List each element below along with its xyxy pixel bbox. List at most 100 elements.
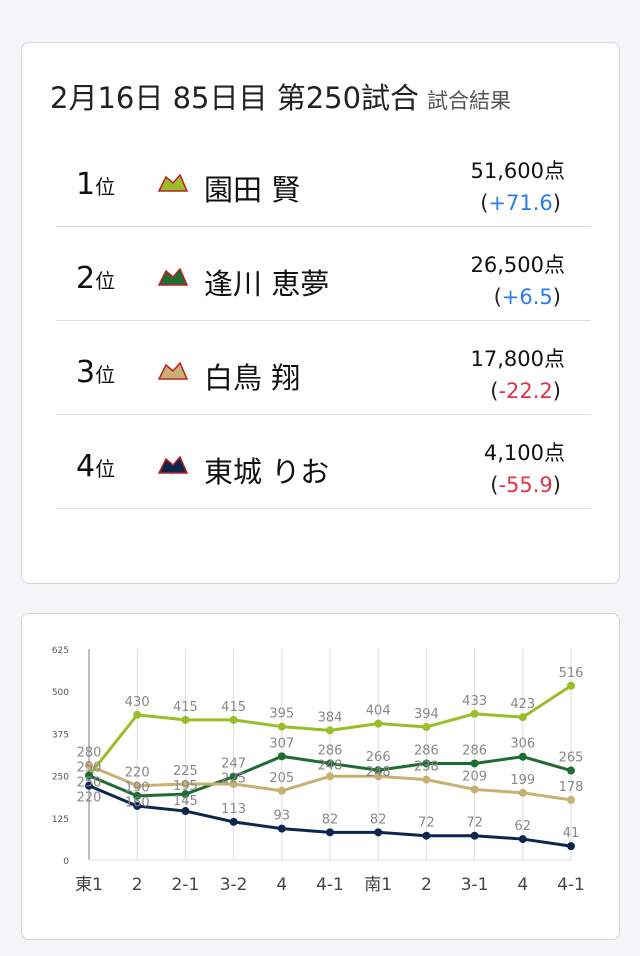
player-name: 白鳥 翔 bbox=[204, 361, 301, 395]
data-label: 93 bbox=[274, 809, 291, 824]
abemas-diamond-logo-icon bbox=[157, 361, 189, 380]
data-point bbox=[229, 715, 238, 724]
data-point bbox=[277, 786, 286, 795]
diff-value: -55.9 bbox=[498, 473, 553, 497]
data-label: 220 bbox=[77, 790, 102, 805]
data-label: 82 bbox=[370, 812, 387, 827]
data-label: 286 bbox=[318, 743, 343, 758]
match-title: 2月16日 85日目 第250試合 bbox=[50, 81, 420, 115]
data-point bbox=[326, 759, 334, 768]
result-row: 2位 逢川 恵夢 26,500点 (+6.5) bbox=[56, 227, 591, 321]
diff-value: +6.5 bbox=[501, 285, 553, 309]
data-label: 160 bbox=[125, 796, 150, 811]
data-label: 250 bbox=[77, 775, 102, 790]
x-tick-label: 東1 bbox=[75, 875, 103, 895]
data-label: 250 bbox=[77, 760, 102, 775]
result-row: 3位 白鳥 翔 17,800点 (-22.2) bbox=[56, 321, 591, 415]
data-point bbox=[133, 781, 142, 790]
x-tick-label: 4 bbox=[276, 875, 287, 895]
data-label: 415 bbox=[221, 700, 246, 715]
rank-number: 1 bbox=[76, 167, 96, 202]
data-point bbox=[518, 788, 527, 797]
x-tick-label: 2 bbox=[132, 875, 143, 895]
score-diff: (-22.2) bbox=[490, 379, 561, 403]
y-tick-label: 250 bbox=[52, 773, 69, 783]
data-label: 395 bbox=[269, 707, 294, 722]
data-point bbox=[470, 709, 479, 718]
data-point bbox=[326, 772, 334, 781]
data-label: 225 bbox=[173, 764, 198, 779]
data-label: 280 bbox=[77, 745, 102, 760]
data-label: 423 bbox=[510, 697, 535, 712]
data-point bbox=[518, 835, 527, 844]
data-label: 307 bbox=[269, 736, 294, 751]
data-point bbox=[229, 817, 238, 826]
rank-suffix: 位 bbox=[95, 269, 116, 293]
player-name: 園田 賢 bbox=[204, 173, 301, 207]
data-point bbox=[374, 719, 383, 728]
result-row: 1位 園田 賢 51,600点 (+71.6) bbox=[56, 133, 591, 227]
data-point bbox=[422, 775, 431, 784]
diff-value: -22.2 bbox=[498, 379, 553, 403]
match-result-card: 2月16日 85日目 第250試合 試合結果 1位 園田 賢 51,600点 (+… bbox=[21, 42, 620, 584]
data-point bbox=[567, 766, 575, 775]
x-tick-label: 南1 bbox=[364, 875, 392, 895]
rank-number: 2 bbox=[76, 261, 96, 296]
data-label: 220 bbox=[125, 766, 150, 781]
data-label: 430 bbox=[125, 695, 150, 710]
data-label: 286 bbox=[462, 743, 487, 758]
data-label: 306 bbox=[510, 737, 535, 752]
data-point bbox=[422, 722, 431, 731]
x-tick-label: 4-1 bbox=[316, 875, 344, 895]
data-label: 190 bbox=[125, 781, 150, 796]
data-point bbox=[181, 790, 190, 799]
data-point bbox=[229, 772, 238, 781]
data-label: 113 bbox=[221, 802, 246, 817]
data-point bbox=[85, 761, 93, 770]
data-point bbox=[85, 781, 93, 790]
data-label: 178 bbox=[559, 780, 584, 795]
data-point bbox=[567, 842, 575, 851]
data-point bbox=[181, 807, 190, 816]
data-point bbox=[470, 785, 479, 794]
data-label: 394 bbox=[414, 707, 439, 722]
data-label: 62 bbox=[515, 819, 532, 834]
data-point bbox=[133, 710, 142, 719]
x-tick-label: 2-1 bbox=[172, 875, 200, 895]
result-row: 4位 東城 りお 4,100点 (-55.9) bbox=[56, 415, 591, 509]
data-point bbox=[133, 791, 142, 800]
data-label: 248 bbox=[366, 765, 391, 780]
points: 4,100点 bbox=[483, 441, 565, 465]
data-point bbox=[518, 752, 527, 761]
player-name: 逢川 恵夢 bbox=[204, 267, 330, 301]
subtitle: 試合結果 bbox=[427, 89, 512, 113]
diff-value: +71.6 bbox=[488, 191, 553, 215]
y-tick-label: 500 bbox=[52, 688, 69, 698]
data-point bbox=[374, 828, 383, 837]
data-point bbox=[181, 780, 190, 789]
score-diff: (-55.9) bbox=[490, 473, 561, 497]
data-label: 199 bbox=[510, 773, 535, 788]
data-label: 205 bbox=[269, 771, 294, 786]
data-label: 265 bbox=[559, 751, 584, 766]
data-label: 286 bbox=[414, 743, 439, 758]
data-label: 516 bbox=[559, 666, 584, 681]
rank-number: 3 bbox=[76, 355, 96, 390]
data-point bbox=[85, 771, 93, 780]
rank-number: 4 bbox=[76, 449, 96, 484]
data-label: 145 bbox=[173, 794, 198, 809]
jets-shield-logo-icon bbox=[157, 267, 189, 286]
rank: 2位 bbox=[76, 261, 115, 296]
data-point bbox=[422, 759, 431, 768]
x-tick-label: 3-2 bbox=[220, 875, 248, 895]
data-label: 82 bbox=[322, 812, 339, 827]
y-tick-label: 625 bbox=[52, 646, 69, 656]
data-point bbox=[374, 772, 383, 781]
rank: 4位 bbox=[76, 449, 115, 484]
x-tick-label: 3-1 bbox=[461, 875, 489, 895]
data-label: 225 bbox=[221, 772, 246, 787]
data-label: 384 bbox=[318, 710, 343, 725]
data-point bbox=[277, 722, 286, 731]
x-tick-label: 4 bbox=[517, 875, 528, 895]
score-line-chart: 東1 2 2-1 3-2 4 4-1 南1 2 3-1 4 4-1 0 125 250 375 500 625 2… bbox=[52, 646, 585, 895]
